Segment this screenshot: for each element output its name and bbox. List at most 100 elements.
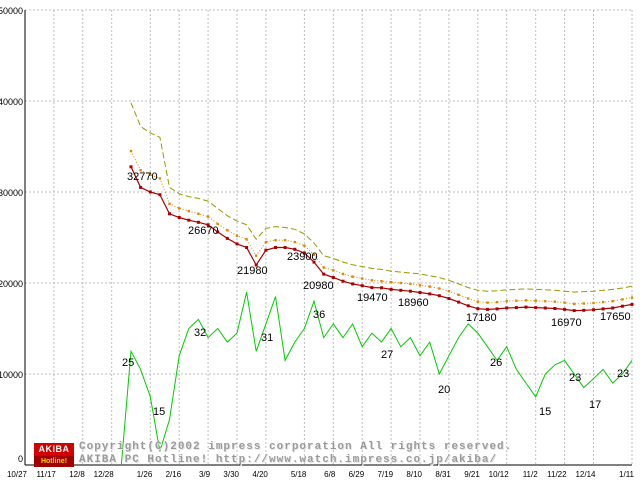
x-tick-label: 3/30: [223, 470, 239, 479]
lowest-price-marker: [264, 248, 268, 252]
average-price-marker: [380, 280, 383, 283]
average-price-marker: [505, 300, 508, 303]
lowest-price-marker: [486, 307, 489, 311]
price-label: 32770: [127, 171, 158, 183]
average-price-marker: [168, 202, 171, 205]
average-price-marker: [303, 244, 306, 247]
site-credit-text: AKIBA PC Hotline! http://www.watch.impre…: [79, 454, 498, 466]
price-label: 26670: [188, 225, 219, 237]
x-tick-label: 2/16: [166, 470, 182, 479]
lowest-price-marker: [206, 223, 210, 227]
shop-count-label: 27: [381, 349, 393, 361]
x-tick-label: 11/17: [36, 470, 56, 479]
x-tick-label: 1/11: [619, 470, 635, 479]
lowest-price-marker: [563, 307, 567, 311]
shop-count-label: 23: [569, 372, 581, 384]
lowest-price-marker: [534, 306, 538, 310]
price-label: 17650: [600, 311, 631, 323]
x-tick-label: 8/10: [406, 470, 422, 479]
x-tick-label: 1/26: [137, 470, 153, 479]
y-tick-label: 40000: [0, 97, 23, 107]
average-price-marker: [149, 173, 152, 176]
average-price-marker: [274, 239, 277, 242]
x-tick-label: 5/18: [291, 470, 307, 479]
x-tick-label: 6/8: [324, 470, 336, 479]
average-price-marker: [158, 177, 162, 180]
lowest-price-marker: [553, 307, 557, 310]
lowest-price-marker: [466, 304, 470, 308]
average-price-marker: [486, 301, 489, 304]
average-price-marker: [178, 207, 181, 210]
lowest-price-marker: [331, 276, 335, 279]
average-price-marker: [601, 300, 605, 304]
average-price-marker: [226, 229, 229, 232]
average-price-marker: [534, 299, 537, 302]
average-price-marker: [418, 284, 422, 287]
lowest-price-marker: [360, 284, 364, 288]
shop-count-label: 20: [438, 384, 450, 396]
x-tick-label: 9/21: [464, 470, 480, 479]
lowest-price-marker: [254, 263, 258, 267]
lowest-price-marker: [351, 282, 355, 286]
lowest-price-marker: [274, 246, 277, 249]
x-tick-label: 12/14: [575, 470, 596, 479]
akiba-logo-title: AKIBA: [34, 443, 74, 456]
lowest-price-marker: [514, 306, 518, 310]
lowest-price-marker: [389, 287, 393, 291]
average-price-marker: [264, 240, 268, 244]
lowest-price-marker: [235, 242, 239, 246]
shop-count-label: 25: [122, 357, 134, 369]
average-price-marker: [322, 266, 325, 269]
average-price-marker: [592, 301, 595, 305]
shop-count-label: 17: [589, 399, 601, 411]
price-label: 16970: [551, 317, 582, 329]
average-price-marker: [573, 302, 576, 306]
x-tick-label: 8/31: [435, 470, 451, 479]
average-price-marker: [197, 212, 200, 215]
average-price-marker: [524, 299, 528, 302]
x-tick-label: 11/22: [547, 470, 567, 479]
lowest-price-marker: [148, 190, 152, 194]
average-price-marker: [409, 282, 412, 286]
average-price-marker: [428, 285, 431, 288]
lowest-price-marker: [592, 308, 595, 312]
x-tick-label: 11/2: [523, 470, 539, 479]
average-price-marker: [332, 269, 335, 272]
lowest-price-marker: [399, 288, 403, 292]
y-tick-label: 30000: [0, 188, 23, 198]
average-price-marker: [129, 149, 133, 153]
lowest-price-marker: [283, 246, 287, 249]
average-price-marker: [621, 298, 624, 301]
shop-count-line: [120, 291, 633, 466]
average-price-marker: [630, 296, 634, 299]
y-tick-label: 50000: [0, 6, 23, 16]
average-price-marker: [341, 272, 345, 276]
lowest-price-marker: [611, 306, 615, 310]
x-tick-label: 10/12: [489, 470, 510, 479]
price-label: 18960: [398, 297, 429, 309]
lowest-price-marker: [129, 165, 133, 169]
shop-count-label: 36: [313, 309, 325, 321]
lowest-price-marker: [187, 218, 191, 222]
average-price-marker: [255, 254, 258, 257]
lowest-price-marker: [312, 260, 316, 264]
y-tick-label: 0: [18, 454, 23, 464]
x-tick-label: 7/19: [378, 470, 394, 479]
lowest-price-marker: [177, 216, 181, 219]
lowest-price-marker: [601, 307, 605, 311]
average-price-line: [130, 150, 633, 305]
x-tick-label: 10/27: [7, 470, 28, 479]
average-price-marker: [139, 169, 142, 172]
lowest-price-marker: [370, 286, 374, 290]
copyright-text: Copyright(C)2002 impress corporation All…: [79, 441, 513, 453]
lowest-price-marker: [341, 279, 345, 283]
lowest-price-marker: [582, 308, 586, 312]
average-price-marker: [283, 239, 287, 242]
lowest-price-marker: [428, 292, 432, 296]
average-price-marker: [187, 209, 190, 213]
lowest-price-marker: [245, 246, 249, 249]
lowest-price-marker: [543, 306, 547, 310]
average-price-marker: [312, 253, 316, 256]
